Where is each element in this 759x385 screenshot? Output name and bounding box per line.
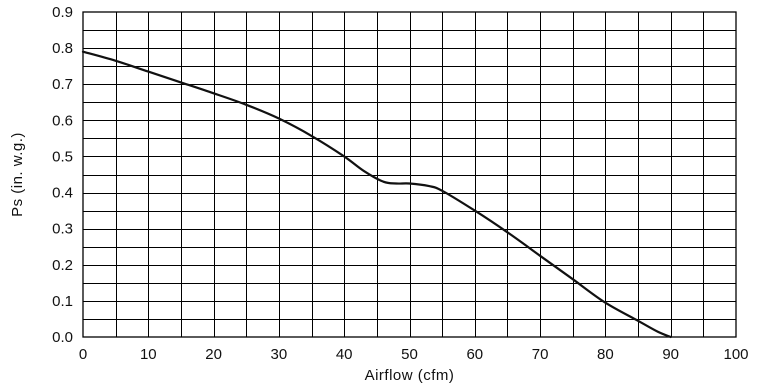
y-axis-label: Ps (in. w.g.) bbox=[9, 132, 26, 217]
grid-lines bbox=[83, 12, 736, 337]
y-tick-label: 0.1 bbox=[52, 293, 73, 310]
y-tick-label: 0.3 bbox=[52, 221, 73, 238]
plot-frame bbox=[82, 11, 737, 338]
y-tick-label: 0.0 bbox=[52, 329, 73, 346]
x-tick-label: 0 bbox=[79, 346, 87, 363]
y-tick-label: 0.4 bbox=[52, 185, 73, 202]
series-layer bbox=[81, 50, 672, 339]
y-tick-label: 0.2 bbox=[52, 257, 73, 274]
x-tick-label: 40 bbox=[336, 346, 353, 363]
y-tick-label: 0.9 bbox=[52, 4, 73, 21]
x-tick-label: 90 bbox=[662, 346, 679, 363]
x-axis-label: Airflow (cfm) bbox=[365, 367, 455, 384]
y-tick-label: 0.5 bbox=[52, 148, 73, 165]
x-tick-label: 50 bbox=[401, 346, 418, 363]
x-tick-label: 30 bbox=[271, 346, 288, 363]
y-tick-labels: 0.0 0.1 0.2 0.3 0.4 0.5 0.6 0.7 0.8 0.9 bbox=[52, 4, 73, 346]
y-tick-label: 0.7 bbox=[52, 76, 73, 93]
series-line bbox=[81, 50, 672, 339]
x-tick-label: 70 bbox=[532, 346, 549, 363]
x-tick-label: 10 bbox=[140, 346, 157, 363]
y-tick-label: 0.8 bbox=[52, 40, 73, 57]
x-tick-label: 100 bbox=[723, 346, 748, 363]
x-tick-label: 80 bbox=[597, 346, 614, 363]
x-tick-labels: 0 10 20 30 40 50 60 70 80 90 100 bbox=[79, 346, 749, 363]
y-tick-label: 0.6 bbox=[52, 112, 73, 129]
x-tick-label: 60 bbox=[466, 346, 483, 363]
x-tick-label: 20 bbox=[205, 346, 222, 363]
